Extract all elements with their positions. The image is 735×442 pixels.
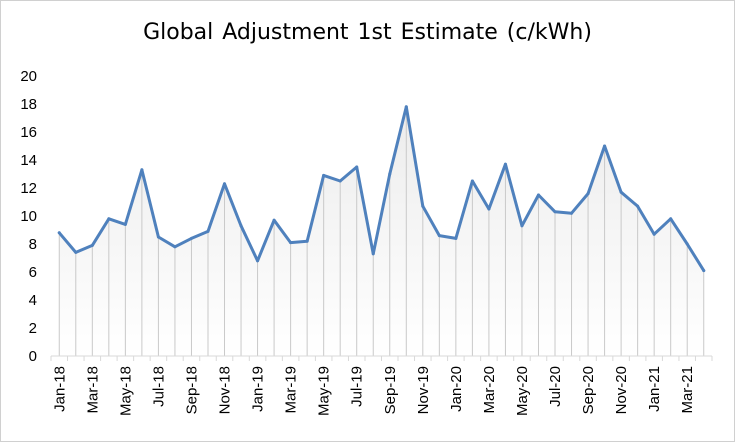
- x-tick-label: Jan-19: [250, 366, 267, 412]
- data-point: [223, 182, 227, 186]
- data-point: [553, 210, 557, 214]
- data-point: [90, 243, 94, 247]
- data-point: [322, 173, 326, 177]
- y-tick-label: 14: [20, 152, 37, 169]
- chart-title: Global Adjustment 1st Estimate (c/kWh): [143, 20, 592, 45]
- x-tick-label: Jan-20: [448, 366, 465, 412]
- drop-lines-layer: [58, 106, 705, 356]
- data-point: [140, 168, 144, 172]
- x-tick-label: Sep-20: [580, 366, 597, 414]
- x-tick-label: Sep-18: [183, 366, 200, 414]
- y-tick-label: 16: [20, 124, 37, 141]
- data-point: [669, 217, 673, 221]
- data-point: [74, 250, 78, 254]
- data-point: [156, 235, 160, 239]
- data-point: [570, 211, 574, 215]
- x-tick-label: Jan-18: [51, 366, 68, 412]
- data-point: [603, 144, 607, 148]
- x-tick-label: Jan-21: [646, 366, 663, 412]
- y-tick-label: 4: [29, 292, 37, 309]
- y-tick-label: 18: [20, 96, 37, 113]
- data-point: [454, 236, 458, 240]
- x-tick-label: Jul-20: [547, 366, 564, 407]
- data-point: [421, 204, 425, 208]
- y-tick-label: 2: [29, 320, 37, 337]
- x-tick-label: Nov-18: [217, 366, 234, 414]
- x-tick-label: May-19: [316, 366, 333, 416]
- y-tick-label: 0: [29, 348, 37, 365]
- data-point: [536, 193, 540, 197]
- data-point: [652, 232, 656, 236]
- x-tick-label: Sep-19: [382, 366, 399, 414]
- data-point: [338, 179, 342, 183]
- y-tick-label: 20: [20, 68, 37, 85]
- x-tick-label: Mar-19: [283, 366, 300, 414]
- data-point: [239, 224, 243, 228]
- data-point: [470, 179, 474, 183]
- x-tick-label: May-18: [117, 366, 134, 416]
- area-fill-layer: [59, 106, 704, 356]
- x-tick-label: Jul-18: [150, 366, 167, 407]
- y-tick-label: 8: [29, 236, 37, 253]
- x-tick-label: May-20: [514, 366, 531, 416]
- data-point: [685, 242, 689, 246]
- x-tick-label: Mar-20: [481, 366, 498, 414]
- data-point: [173, 245, 177, 249]
- data-point: [107, 217, 111, 221]
- data-point: [619, 190, 623, 194]
- y-tick-label: 12: [20, 180, 37, 197]
- data-point: [371, 252, 375, 256]
- data-point: [702, 269, 706, 273]
- x-tick-label: Nov-20: [613, 366, 630, 414]
- data-point: [355, 165, 359, 169]
- data-point: [305, 239, 309, 243]
- x-tick-labels: Jan-18 Mar-18 May-18 Jul-18 Sep-18 Nov-18 Jan-…: [51, 366, 696, 416]
- data-point: [206, 229, 210, 233]
- data-point: [272, 218, 276, 222]
- data-point: [123, 222, 127, 226]
- series-line: [57, 105, 706, 273]
- y-tick-labels: 0 2 4 6 8 10 12 14 16 18 20: [20, 68, 37, 365]
- x-tick-label: Mar-18: [84, 366, 101, 414]
- y-tick-label: 10: [20, 208, 37, 225]
- x-tick-label: Jul-19: [349, 366, 366, 407]
- data-point: [503, 162, 507, 166]
- axes-layer: [50, 355, 713, 361]
- data-point: [189, 236, 193, 240]
- area-fill: [59, 106, 704, 356]
- data-point: [487, 207, 491, 211]
- data-point: [57, 231, 61, 235]
- x-tick-label: Nov-19: [415, 366, 432, 414]
- data-point: [256, 259, 260, 263]
- y-tick-label: 6: [29, 264, 37, 281]
- data-point: [404, 105, 408, 109]
- data-point: [636, 204, 640, 208]
- series-line-layer: [57, 105, 706, 273]
- data-point: [520, 224, 524, 228]
- x-tick-label: Mar-21: [679, 366, 696, 414]
- data-point: [586, 192, 590, 196]
- data-point: [289, 241, 293, 245]
- data-point: [388, 172, 392, 176]
- data-point: [437, 234, 441, 238]
